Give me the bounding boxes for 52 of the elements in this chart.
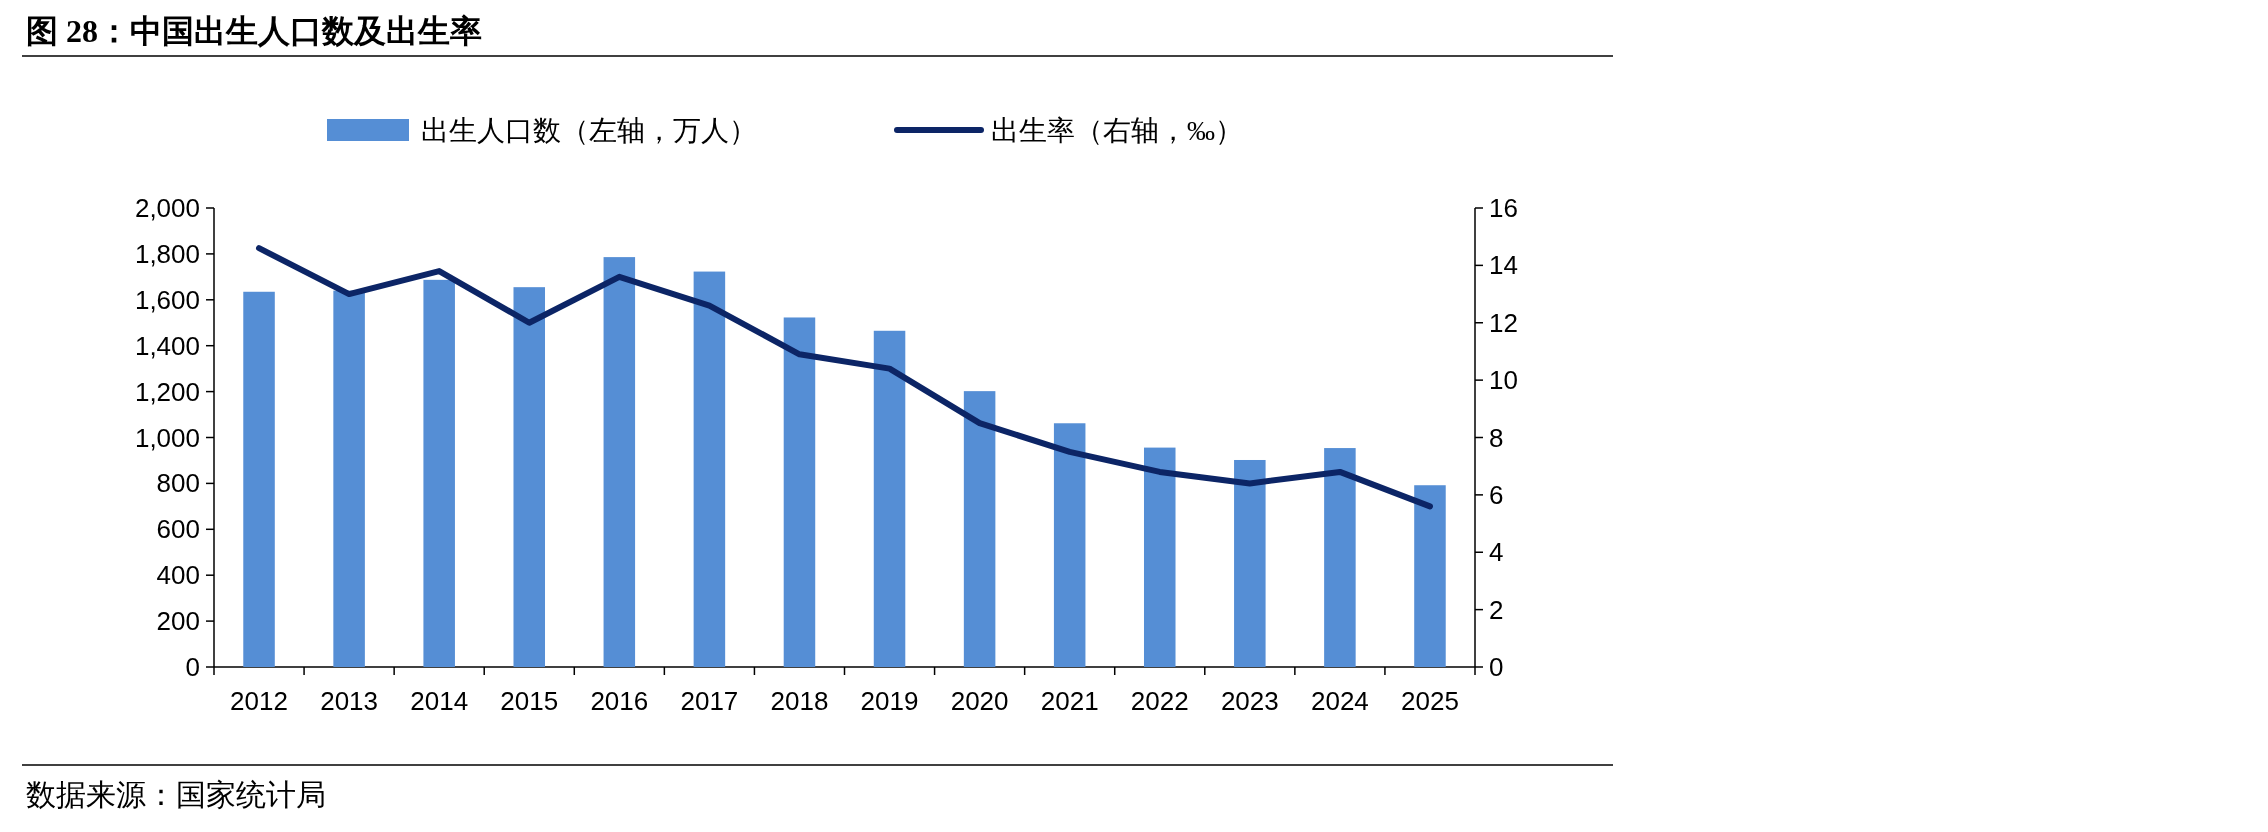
bar	[603, 257, 636, 667]
legend-label: 出生率（右轴，‰）	[991, 115, 1243, 146]
bar	[783, 317, 816, 667]
x-tick-label: 2017	[680, 686, 739, 716]
x-tick-label: 2022	[1130, 686, 1189, 716]
chart-title: 图 28：中国出生人口数及出生率	[26, 13, 482, 49]
y2-tick-label: 8	[1489, 422, 1504, 453]
y2-tick-label: 4	[1489, 537, 1504, 568]
x-tick-label: 2015	[500, 686, 559, 716]
y-tick-label: 1,400	[134, 330, 200, 361]
bar	[1414, 485, 1446, 667]
x-tick-label: 2016	[590, 686, 649, 716]
bar	[1143, 447, 1176, 667]
bar	[873, 330, 906, 667]
x-tick-label: 2013	[320, 686, 379, 716]
y-tick-label: 800	[156, 468, 200, 499]
x-tick-label: 2020	[950, 686, 1009, 716]
legend-label: 出生人口数（左轴，万人）	[421, 115, 757, 146]
x-tick-label: 2014	[410, 686, 469, 716]
y2-tick-label: 10	[1489, 365, 1518, 396]
y-tick-label: 1,200	[134, 376, 200, 407]
bar	[243, 291, 275, 667]
x-tick-label: 2019	[860, 686, 919, 716]
x-tick-label: 2025	[1401, 686, 1459, 716]
y-tick-label: 400	[156, 560, 200, 591]
x-tick-label: 2021	[1040, 686, 1099, 716]
source-note: 数据来源：国家统计局	[26, 778, 326, 811]
bar	[423, 279, 455, 667]
bar	[963, 391, 996, 667]
y-tick-label: 1,000	[134, 422, 200, 453]
y-tick-label: 1,600	[134, 284, 200, 315]
x-tick-label: 2024	[1310, 686, 1369, 716]
y-tick-label: 1,800	[134, 238, 200, 269]
bar	[333, 290, 365, 667]
bar	[1053, 423, 1086, 667]
y-tick-label: 2,000	[134, 193, 200, 223]
x-tick-label: 2012	[230, 686, 288, 716]
y-tick-label: 600	[156, 514, 200, 545]
bar	[693, 271, 726, 667]
y2-tick-label: 6	[1489, 479, 1504, 510]
bar	[1324, 448, 1356, 667]
y2-tick-label: 0	[1489, 652, 1504, 682]
y-tick-label: 200	[156, 606, 200, 637]
y2-tick-label: 14	[1489, 250, 1518, 281]
bar	[1234, 459, 1266, 667]
x-tick-label: 2023	[1220, 686, 1279, 716]
y2-tick-label: 2	[1489, 594, 1504, 625]
y-tick-label: 0	[185, 652, 200, 682]
y2-tick-label: 12	[1489, 307, 1518, 338]
x-tick-label: 2018	[770, 686, 829, 716]
bar	[513, 287, 546, 667]
y2-tick-label: 16	[1489, 193, 1518, 223]
